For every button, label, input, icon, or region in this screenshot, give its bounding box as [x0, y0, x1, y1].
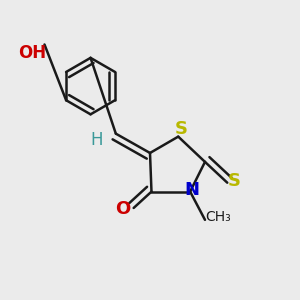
Text: O: O: [116, 200, 131, 218]
Text: N: N: [184, 181, 199, 199]
Text: S: S: [228, 172, 241, 190]
Text: H: H: [90, 130, 103, 148]
Text: CH₃: CH₃: [206, 210, 231, 224]
Text: OH: OH: [19, 44, 47, 62]
Text: S: S: [175, 120, 188, 138]
